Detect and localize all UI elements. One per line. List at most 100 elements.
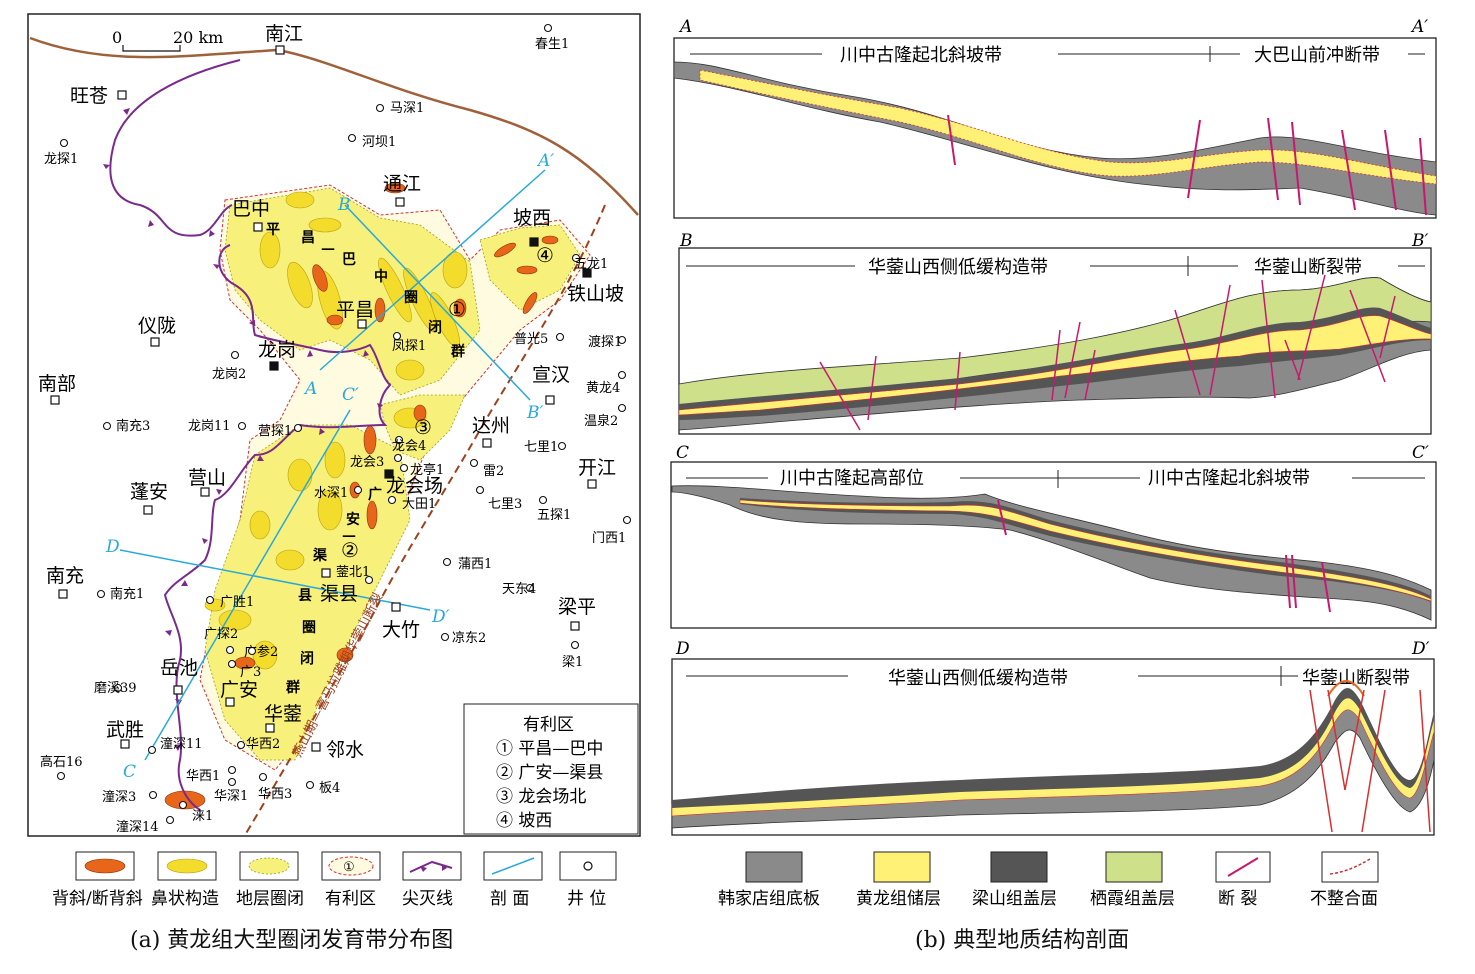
section-right-label: C′ — [1412, 443, 1429, 463]
section-b: B B′ 华蓥山西侧低缓构造带 华蓥山断裂带 — [678, 231, 1432, 435]
zone-label: 华蓥山西侧低缓构造带 — [868, 257, 1048, 278]
well-marker — [392, 331, 402, 341]
well-marker — [148, 790, 158, 800]
favorable-item: ④ 坡西 — [496, 811, 552, 831]
well-label: 华西3 — [258, 787, 292, 802]
well-label: 南充1 — [110, 586, 144, 602]
legend-a-label: 剖 面 — [490, 889, 529, 909]
section-line-label: A — [303, 379, 317, 399]
zone-label: 大巴山前冲断带 — [1254, 45, 1380, 66]
well-label: 潼深11 — [160, 736, 203, 752]
well-marker — [293, 423, 303, 433]
well-marker — [59, 138, 69, 148]
scale-distance: 20 km — [173, 28, 223, 47]
section-left-label: D — [675, 639, 690, 659]
well-label: 门西1 — [592, 531, 626, 546]
well-marker — [387, 495, 397, 505]
well-label: 涞1 — [192, 809, 213, 824]
city-marker — [253, 222, 263, 232]
well-marker — [205, 595, 215, 605]
legend-b-swatch — [873, 851, 931, 883]
city-marker — [143, 505, 153, 515]
well-marker — [236, 740, 246, 750]
well-label: 河坝1 — [362, 135, 396, 150]
well-label: 龙岗11 — [188, 419, 231, 434]
well-marker — [347, 133, 357, 143]
well-label: 营探1 — [258, 424, 292, 439]
well-label: 渡探1 — [588, 334, 622, 350]
well-label: 七里1 — [524, 440, 558, 455]
well-marker — [525, 583, 535, 593]
well-marker — [230, 350, 240, 360]
well-marker — [543, 23, 553, 33]
city-label: 南江 — [265, 23, 303, 45]
section-line-label: B — [337, 195, 351, 215]
well-label: 马深1 — [390, 101, 424, 116]
closure-group-char: 群 — [450, 343, 465, 360]
well-marker — [393, 453, 403, 463]
city-label: 仪陇 — [138, 315, 176, 337]
nose-structure-swatch — [157, 851, 217, 881]
well-label: 黄龙4 — [586, 381, 620, 396]
city-label: 开江 — [578, 457, 616, 479]
well-label: 大田1 — [402, 497, 436, 512]
legend-a-label: 有利区 — [325, 889, 376, 909]
legend-b-label: 栖霞组盖层 — [1090, 889, 1175, 909]
well-label: 梁1 — [562, 655, 583, 670]
city-marker — [395, 197, 405, 207]
map-panel: 0 20 km 南江旺苍巴中通江坡西铁山坡平昌仪陇龙岗南部 宣汉达州开江营山蓬安龙… — [27, 13, 641, 837]
closure-group-labels: 平昌—巴中圈闭群广安—渠县圈闭群 — [266, 222, 465, 696]
zone-label: 华蓥山断裂带 — [1254, 257, 1362, 278]
city-label: 坡西 — [513, 207, 551, 229]
city-label: 大竹 — [382, 619, 420, 641]
well-marker — [364, 575, 374, 585]
pinchout-line-swatch — [402, 851, 462, 881]
closure-group-char: — — [342, 528, 356, 544]
city-label: 龙岗 — [258, 339, 296, 361]
legend-b-swatch — [745, 851, 803, 883]
well-marker — [113, 683, 123, 693]
city-marker — [529, 237, 539, 247]
city-marker — [587, 479, 597, 489]
well-label: 五探1 — [537, 508, 571, 523]
city-label: 南部 — [38, 373, 76, 395]
well-label: 潼深14 — [116, 819, 159, 835]
zone-label: 华蓥山西侧低缓构造带 — [888, 668, 1068, 689]
well-label: 凉东2 — [452, 631, 486, 646]
well-marker — [353, 485, 363, 495]
well-marker — [225, 645, 235, 655]
legend-b: 韩家店组底板 黄龙组储层 梁山组盖层 栖霞组盖层 断 裂 不整合面 — [718, 851, 1379, 909]
city-label: 达州 — [472, 415, 510, 437]
city-label: 武胜 — [106, 719, 144, 741]
city-label: 巴中 — [232, 198, 270, 220]
well-label: 龙探1 — [44, 152, 78, 167]
well-marker — [622, 515, 632, 525]
section-d: D D′ 华蓥山西侧低缓构造带 华蓥山断裂带 — [671, 639, 1435, 836]
zone-label: 川中古隆起高部位 — [780, 468, 924, 489]
city-marker — [150, 337, 160, 347]
city-marker — [275, 45, 285, 55]
basin-boundary — [29, 36, 639, 216]
city-marker — [545, 395, 555, 405]
city-marker — [200, 487, 210, 497]
section-line-label: C — [123, 762, 136, 782]
scale-zero: 0 — [112, 28, 122, 47]
well-marker — [247, 646, 257, 656]
zone-number: ③ — [414, 415, 432, 439]
city-marker — [570, 621, 580, 631]
well-marker — [617, 335, 627, 345]
zone-label: 川中古隆起北斜坡带 — [1148, 468, 1310, 489]
favorable-item: ③ 龙会场北 — [496, 787, 586, 807]
closure-group-char: — — [321, 241, 335, 257]
city-label: 旺苍 — [70, 85, 108, 107]
city-marker — [120, 739, 130, 749]
city-marker — [265, 723, 275, 733]
legend-b-swatch — [1105, 851, 1163, 883]
well-marker — [442, 557, 452, 567]
zone-number: ① — [448, 297, 466, 321]
favorable-item: ① 平昌—巴中 — [496, 739, 603, 759]
legend-a-label: 地层圈闭 — [236, 889, 304, 909]
section-right-label: D′ — [1411, 639, 1430, 659]
city-label: 宣汉 — [532, 364, 570, 386]
closure-group-char: 圈 — [302, 620, 316, 636]
